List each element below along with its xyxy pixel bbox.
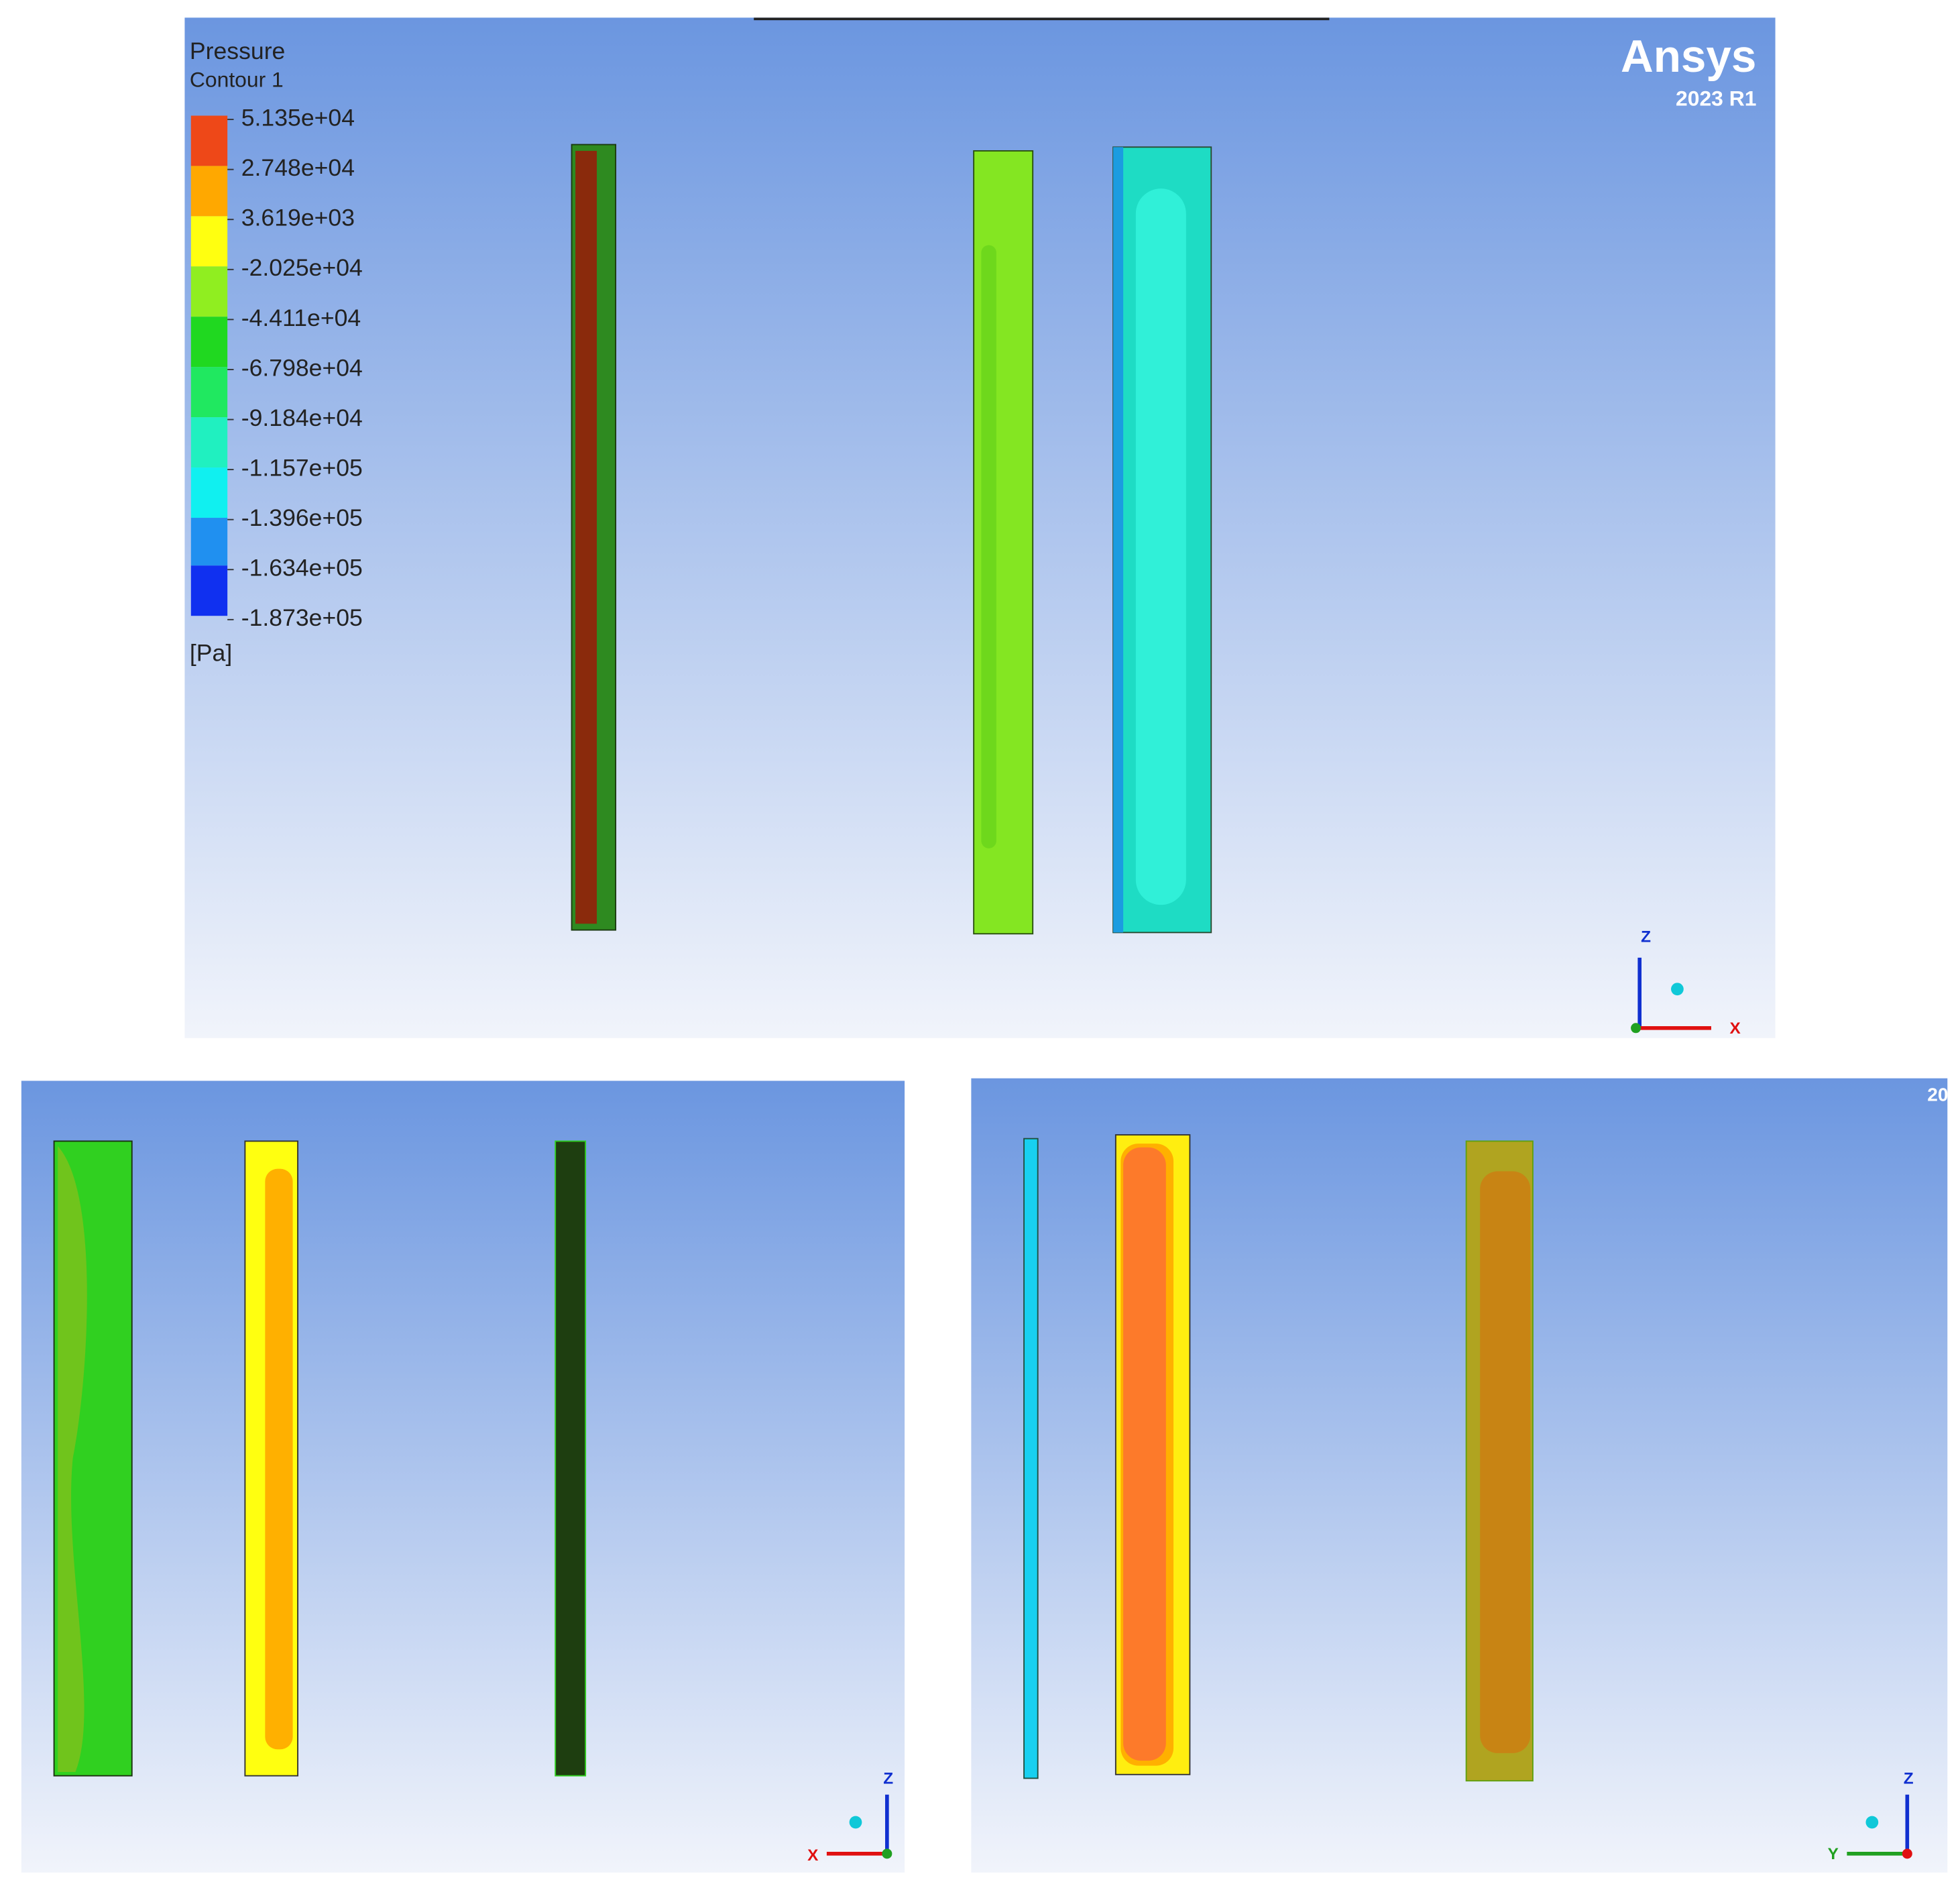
axis-triad: Z X bbox=[807, 1770, 893, 1865]
axis-label: X bbox=[1729, 1019, 1741, 1038]
legend-label: -2.025e+04 bbox=[241, 254, 363, 281]
plates bbox=[53, 1140, 587, 1777]
corner-text: 20 bbox=[1927, 1084, 1948, 1105]
axis-triad: Z Y bbox=[1828, 1770, 1914, 1863]
axis-label: Z bbox=[1641, 928, 1651, 946]
legend-label: -6.798e+04 bbox=[241, 354, 363, 381]
legend-bar bbox=[190, 115, 228, 616]
legend-subtitle: Contour 1 bbox=[190, 67, 284, 91]
legend-unit: [Pa] bbox=[190, 640, 232, 667]
plates bbox=[1023, 1134, 1534, 1782]
legend-label: -9.184e+04 bbox=[241, 404, 363, 431]
legend-label: 5.135e+04 bbox=[241, 104, 355, 131]
axis-label: Y bbox=[1828, 1845, 1839, 1863]
legend-label: -1.157e+05 bbox=[241, 455, 363, 482]
axis-label: Z bbox=[1904, 1770, 1914, 1788]
plates bbox=[571, 144, 1212, 935]
legend-label: 3.619e+03 bbox=[241, 205, 355, 231]
axis-label: X bbox=[807, 1846, 819, 1865]
logo-name: Ansys bbox=[1621, 32, 1756, 82]
legend-label: -4.411e+04 bbox=[241, 304, 361, 331]
logo-version: 2023 R1 bbox=[1676, 86, 1756, 110]
legend-label: -1.873e+05 bbox=[241, 604, 363, 631]
legend-title: Pressure bbox=[190, 38, 285, 64]
viewport bbox=[21, 1080, 905, 1873]
view-bottom-right: 20 Z Y bbox=[971, 1078, 1949, 1873]
view-bottom-left: Z X bbox=[21, 1080, 905, 1873]
legend-label: 2.748e+04 bbox=[241, 154, 355, 181]
axis-label: Z bbox=[883, 1770, 893, 1788]
legend-label: -1.634e+05 bbox=[241, 555, 363, 581]
legend-label: -1.396e+05 bbox=[241, 504, 363, 531]
axis-triad: Z X bbox=[1631, 928, 1741, 1038]
legend-labels: 5.135e+04 2.748e+04 3.619e+03 -2.025e+04 -4.… bbox=[227, 104, 363, 631]
view-top: Pressure Contour 1 5.135e+04 2.748e+04 3.6… bbox=[184, 17, 1776, 1038]
